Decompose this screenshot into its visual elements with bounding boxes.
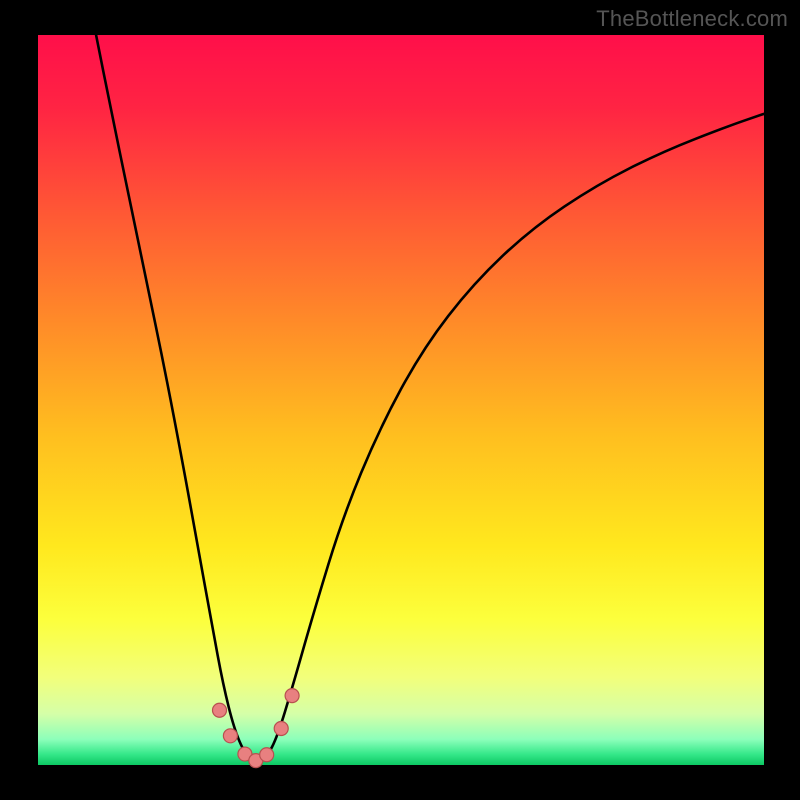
bottleneck-chart [0, 0, 800, 800]
marker-point [285, 689, 299, 703]
marker-point [260, 748, 274, 762]
chart-root: TheBottleneck.com [0, 0, 800, 800]
marker-point [223, 729, 237, 743]
plot-background [38, 35, 764, 765]
marker-point [213, 703, 227, 717]
marker-point [274, 722, 288, 736]
watermark-text: TheBottleneck.com [596, 6, 788, 32]
